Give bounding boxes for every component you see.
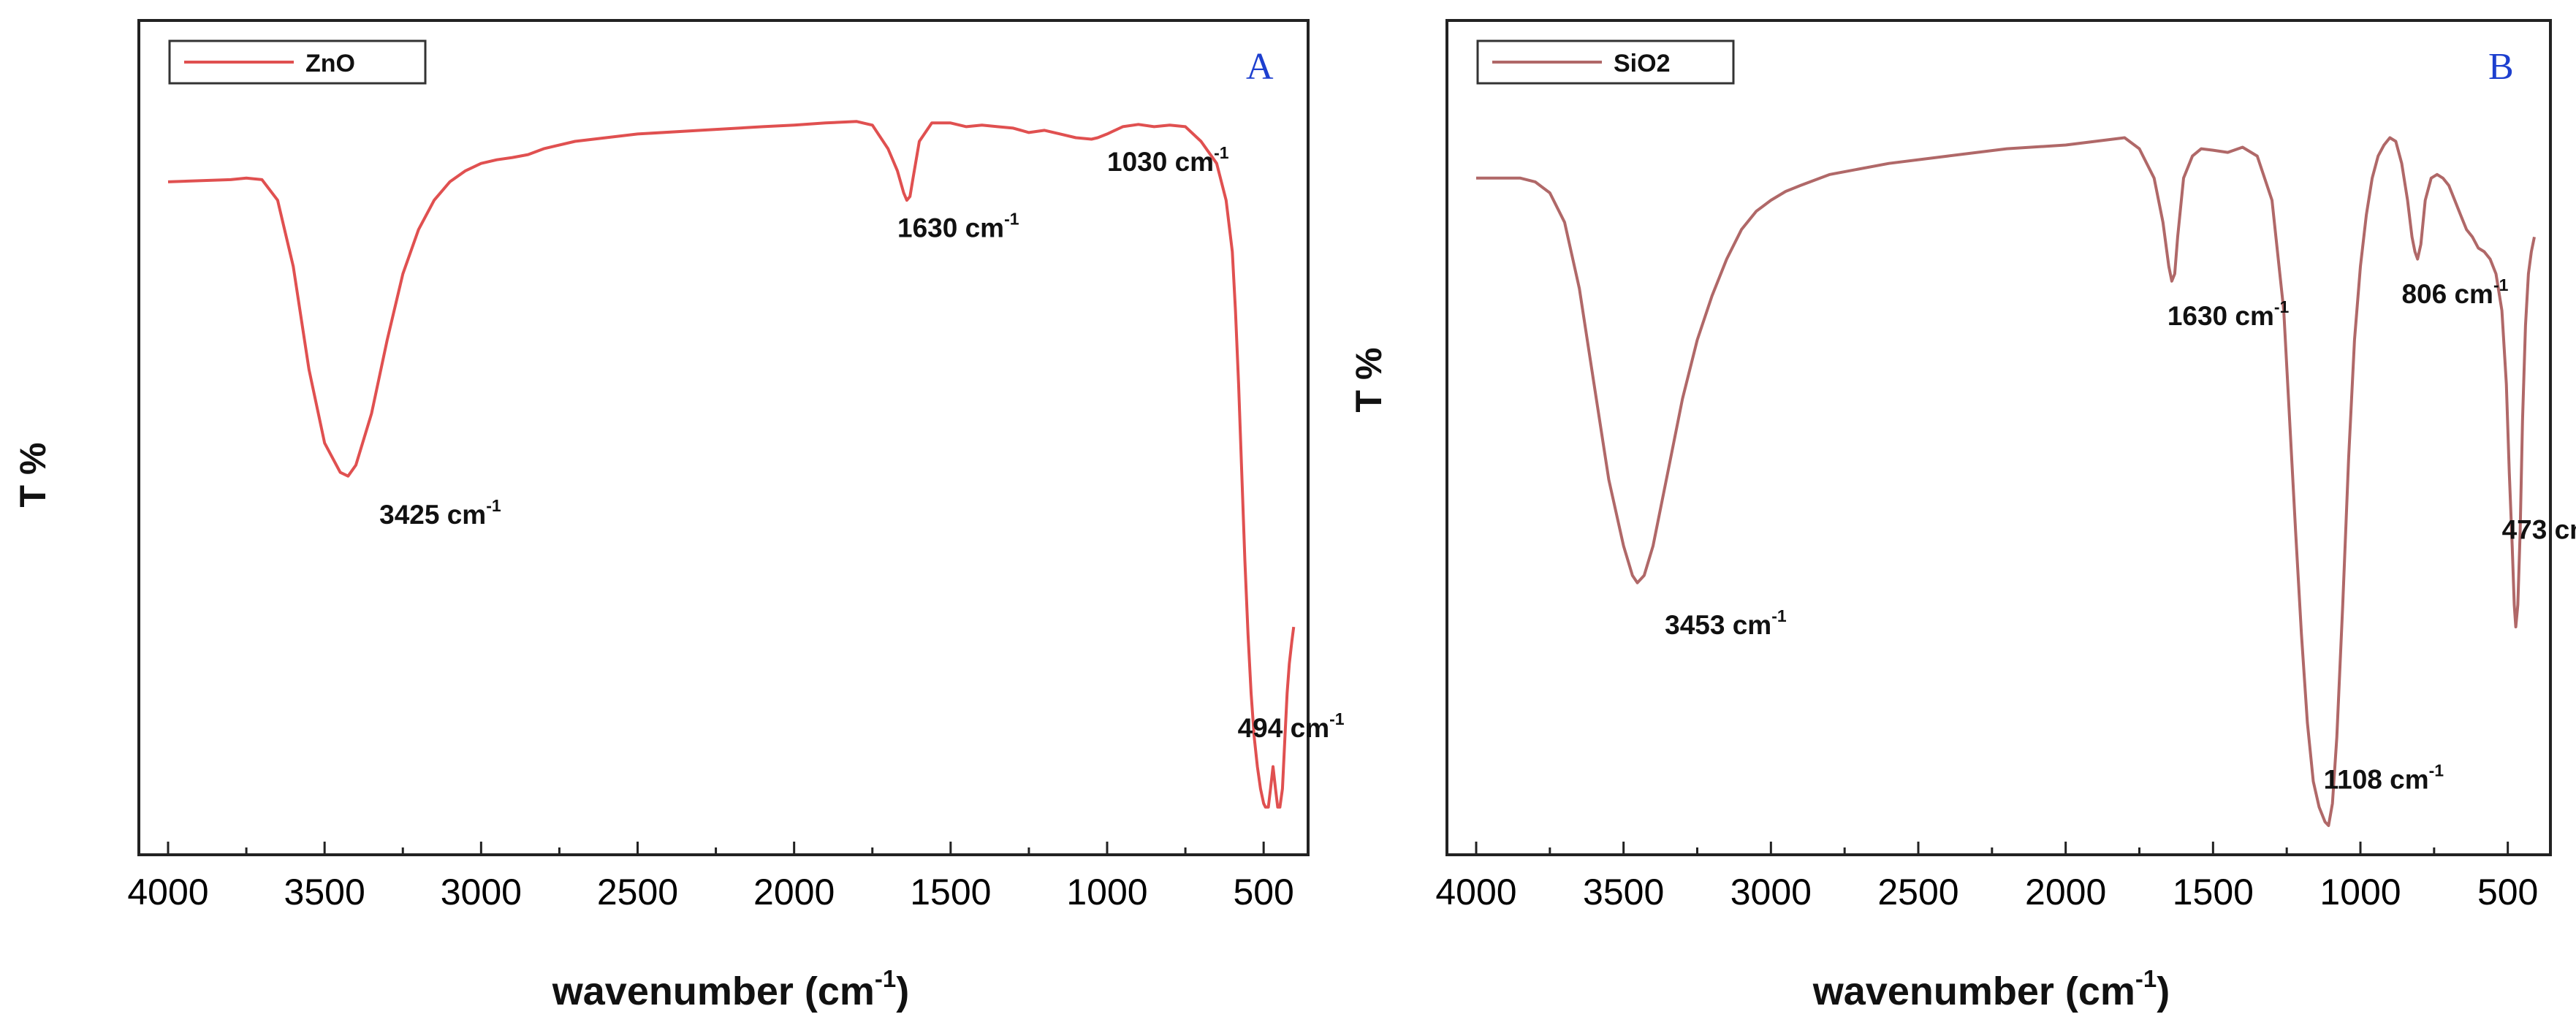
y-axis-label: T %: [12, 443, 53, 508]
peak-annotation: 3425 cm-1: [379, 496, 501, 530]
panel-b: 4000 3500 3000 2500 2000 1500 1000 500 SiO2 B 3453…: [1348, 19, 2576, 1013]
peak-annotation: 1108 cm-1: [2324, 761, 2444, 795]
x-axis-label: wavenumber (cm-1): [1812, 965, 2170, 1013]
panel-a: 4000 3500 3000 2500 2000 1500 1000 500 ZnO A 3425 …: [12, 19, 1345, 1013]
y-axis-label: T %: [1348, 348, 1389, 413]
series-line-zno: [167, 120, 1296, 809]
x-tick-label: 2500: [597, 872, 678, 912]
peak-annotation: 1630 cm-1: [2167, 297, 2290, 331]
x-tick-label: 3000: [1730, 872, 1812, 912]
x-axis-label: wavenumber (cm-1): [552, 965, 909, 1013]
x-tick-label: 4000: [1435, 872, 1516, 912]
plot-frame: [137, 19, 1310, 856]
x-tick-label: 1500: [2173, 872, 2254, 912]
peak-annotation: 494 cm-1: [1238, 709, 1345, 743]
peak-annotation: 1630 cm-1: [897, 209, 1019, 243]
x-tick-label: 4000: [127, 872, 208, 912]
plot-frame: [1445, 19, 2552, 856]
x-tick-label: 3000: [441, 872, 522, 912]
panel-letter: A: [1246, 46, 1274, 88]
x-tick-label: 1000: [1066, 872, 1147, 912]
x-tick-label: 500: [2477, 872, 2538, 912]
x-tick-label: 2000: [753, 872, 835, 912]
peak-annotation: 473 cm-1: [2502, 511, 2576, 544]
peak-annotation: 1030 cm-1: [1107, 143, 1229, 177]
peak-annotation: 806 cm-1: [2401, 275, 2508, 309]
panel-letter: B: [2488, 46, 2514, 88]
x-tick-label: 3500: [1583, 872, 1664, 912]
peak-annotation: 3453 cm-1: [1665, 606, 1787, 640]
x-tick-label: 2500: [1877, 872, 1958, 912]
x-tick-label: 1000: [2319, 872, 2401, 912]
legend: SiO2: [1476, 39, 1735, 85]
legend-label: ZnO: [305, 50, 355, 77]
x-tick-label: 500: [1233, 872, 1293, 912]
x-tick-label: 3500: [284, 872, 365, 912]
x-tick-label: 2000: [2025, 872, 2106, 912]
legend-label: SiO2: [1614, 50, 1670, 77]
legend: ZnO: [168, 39, 427, 85]
x-tick-label: 1500: [910, 872, 991, 912]
series-line-sio2: [1476, 136, 2536, 827]
